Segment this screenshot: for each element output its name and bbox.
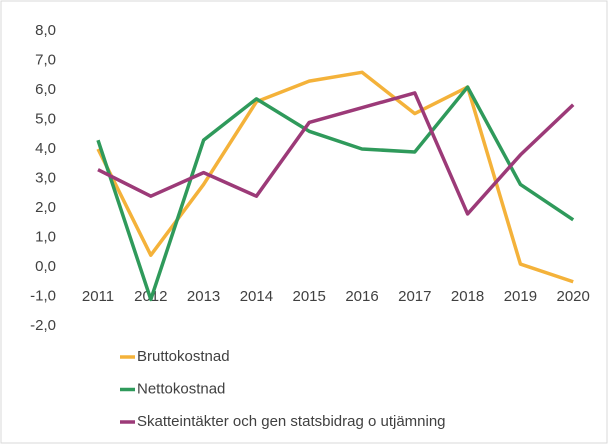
x-tick-label: 2019 — [504, 288, 537, 305]
y-tick-label: 5,0 — [35, 110, 56, 127]
series-line — [97, 91, 575, 216]
y-tick-label: 4,0 — [35, 140, 56, 157]
y-tick-label: 6,0 — [35, 81, 56, 98]
x-tick-label: 2017 — [398, 288, 431, 305]
x-tick-label: 2016 — [345, 288, 378, 305]
legend-label: Skatteintäkter och gen statsbidrag o utj… — [137, 413, 446, 430]
y-tick-label: 1,0 — [35, 228, 56, 245]
y-tick-label: -1,0 — [30, 287, 56, 304]
y-tick-label: 2,0 — [35, 199, 56, 216]
x-tick-label: 2018 — [451, 288, 484, 305]
legend-label: Nettokostnad — [137, 380, 225, 397]
y-tick-label: 0,0 — [35, 258, 56, 275]
legend-label: Bruttokostnad — [137, 348, 230, 365]
x-tick-label: 2020 — [557, 288, 590, 305]
x-tick-label: 2014 — [240, 288, 273, 305]
y-tick-label: 3,0 — [35, 169, 56, 186]
y-tick-label: 7,0 — [35, 51, 56, 68]
x-tick-label: 2011 — [82, 288, 114, 305]
series-line — [96, 85, 575, 302]
x-tick-label: 2013 — [187, 288, 220, 305]
x-tick-label: 2015 — [293, 288, 326, 305]
y-tick-label: 8,0 — [35, 22, 56, 39]
y-tick-label: -2,0 — [30, 317, 56, 334]
